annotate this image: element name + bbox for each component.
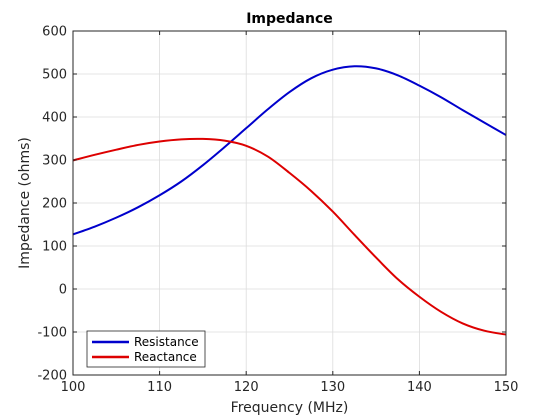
x-tick-label: 120: [234, 380, 259, 395]
series-line-resistance: [72, 65, 507, 236]
y-tick-label: 100: [42, 240, 67, 255]
legend-label-reactance: Reactance: [134, 350, 197, 364]
legend-box: [86, 330, 206, 368]
chart-title: Impedance: [246, 11, 333, 27]
legend: Resistance Reactance: [86, 330, 206, 368]
y-tick-label: 600: [42, 25, 67, 40]
x-tick-label: 140: [407, 380, 432, 395]
y-tick-label: 300: [42, 154, 67, 169]
y-tick-label: 500: [42, 68, 67, 83]
x-tick-label: 150: [494, 380, 519, 395]
y-tick-label: 200: [42, 197, 67, 212]
y-tick-label: -100: [37, 326, 67, 341]
y-tick-label: -200: [37, 369, 67, 384]
y-tick-label: 0: [59, 283, 67, 298]
x-axis-label: Frequency (MHz): [231, 400, 349, 416]
series-line-reactance: [72, 137, 507, 336]
y-tick-label: 400: [42, 111, 67, 126]
axis-ticks: 100 110 120 130 140 150 -200 -100 0 100 200 300 400 5…: [37, 25, 518, 396]
series-group: [72, 65, 507, 336]
x-tick-label: 110: [147, 380, 172, 395]
legend-label-resistance: Resistance: [134, 335, 199, 349]
y-axis-label: Impedance (ohms): [17, 137, 33, 269]
x-tick-label: 130: [320, 380, 345, 395]
x-tick-label: 100: [61, 380, 86, 395]
